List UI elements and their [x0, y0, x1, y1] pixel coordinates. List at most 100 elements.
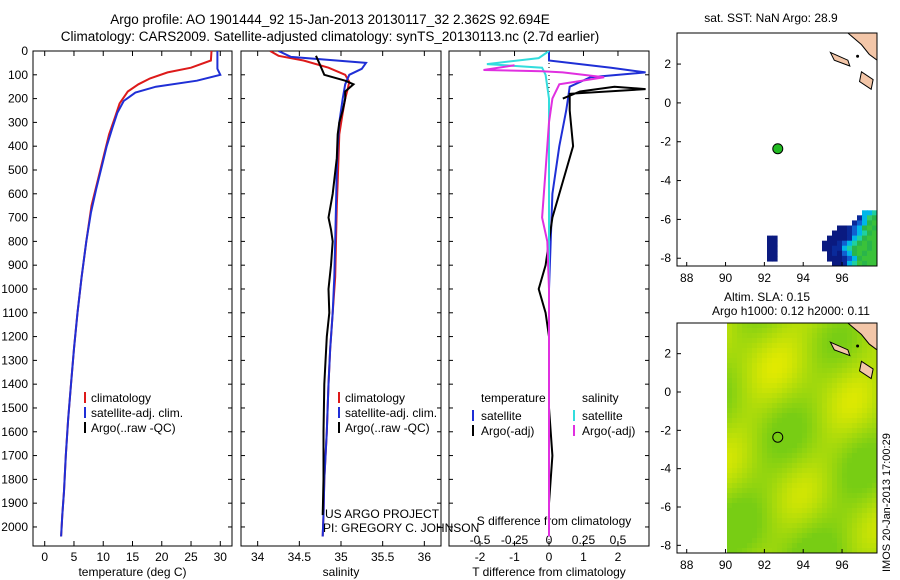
- sla-cell: [812, 443, 818, 449]
- sla-cell: [847, 368, 853, 374]
- sla-cell: [762, 398, 768, 404]
- sla-cell: [772, 548, 778, 553]
- sla-cell: [762, 328, 768, 334]
- sla-cell: [787, 363, 793, 369]
- sla-cell: [737, 503, 743, 509]
- sla-cell: [772, 333, 778, 339]
- legend-label: satellite-adj. clim.: [345, 406, 437, 420]
- sst-cell: [847, 230, 853, 237]
- sla-cell: [792, 333, 798, 339]
- sla-cell: [817, 383, 823, 389]
- sla-cell: [782, 488, 788, 494]
- sla-cell: [857, 448, 863, 454]
- sla-cell: [737, 413, 743, 419]
- sla-cell: [832, 488, 838, 494]
- sla-cell: [732, 393, 738, 399]
- sla-cell: [797, 343, 803, 349]
- sla-cell: [797, 548, 803, 553]
- sla-cell: [867, 428, 873, 434]
- sla-cell: [857, 393, 863, 399]
- sla-cell: [842, 358, 848, 364]
- sst-cell: [857, 225, 863, 232]
- sla-cell: [852, 428, 858, 434]
- sla-cell: [872, 388, 877, 394]
- sla-cell: [812, 333, 818, 339]
- sla-cell: [872, 533, 877, 539]
- sla-cell: [817, 408, 823, 414]
- sla-cell: [767, 323, 773, 329]
- sla-cell: [852, 413, 858, 419]
- sla-cell: [797, 533, 803, 539]
- sla-cell: [852, 363, 858, 369]
- y-tick-label: 900: [8, 258, 28, 272]
- sla-cell: [792, 398, 798, 404]
- sla-cell: [807, 433, 813, 439]
- sla-cell: [867, 403, 873, 409]
- sla-cell: [732, 458, 738, 464]
- sla-cell: [872, 403, 877, 409]
- sst-cell: [847, 225, 853, 232]
- sla-cell: [802, 343, 808, 349]
- sla-cell: [732, 403, 738, 409]
- sla-cell: [822, 413, 828, 419]
- sla-cell: [817, 493, 823, 499]
- sla-cell: [822, 518, 828, 524]
- float-marker: [772, 143, 784, 155]
- sla-cell: [787, 413, 793, 419]
- sla-cell: [727, 448, 733, 454]
- sla-cell: [727, 333, 733, 339]
- sla-cell: [782, 428, 788, 434]
- sla-cell: [857, 428, 863, 434]
- sla-cell: [782, 363, 788, 369]
- sla-cell: [812, 508, 818, 514]
- sla-cell: [802, 488, 808, 494]
- sla-cell: [787, 493, 793, 499]
- sla-cell: [817, 393, 823, 399]
- sla-cell: [742, 493, 748, 499]
- sla-cell: [727, 353, 733, 359]
- sla-cell: [732, 533, 738, 539]
- sla-cell: [867, 358, 873, 364]
- sla-cell: [797, 368, 803, 374]
- sla-cell: [747, 488, 753, 494]
- x-tick-label: 92: [758, 558, 772, 572]
- sla-cell: [777, 393, 783, 399]
- sla-cell: [782, 538, 788, 544]
- sla-cell: [772, 348, 778, 354]
- sla-cell: [807, 378, 813, 384]
- sla-cell: [732, 463, 738, 469]
- sla-cell: [792, 383, 798, 389]
- sla-cell: [862, 433, 868, 439]
- sla-cell: [797, 463, 803, 469]
- sla-cell: [737, 463, 743, 469]
- sla-cell: [762, 543, 768, 549]
- sla-cell: [762, 518, 768, 524]
- sla-cell: [767, 358, 773, 364]
- sla-cell: [797, 538, 803, 544]
- sla-cell: [812, 393, 818, 399]
- sst-cell: [852, 220, 858, 227]
- sla-cell: [847, 418, 853, 424]
- sla-cell: [837, 368, 843, 374]
- sla-cell: [852, 513, 858, 519]
- sla-cell: [757, 493, 763, 499]
- sla-cell: [832, 483, 838, 489]
- sla-cell: [812, 383, 818, 389]
- sla-cell: [872, 488, 877, 494]
- sla-cell: [812, 463, 818, 469]
- sst-cell: [867, 210, 873, 216]
- sla-cell: [822, 528, 828, 534]
- sla-cell: [732, 433, 738, 439]
- x-tick-label: 1: [580, 550, 587, 564]
- sla-cell: [757, 408, 763, 414]
- x-tick-label: -2: [475, 550, 486, 564]
- sst-cell: [832, 255, 838, 262]
- sla-cell: [807, 488, 813, 494]
- x2-tick-label: 0.5: [610, 533, 627, 547]
- sla-cell: [862, 413, 868, 419]
- sla-cell: [772, 433, 778, 439]
- sst-cell: [852, 250, 858, 257]
- sla-cell: [737, 473, 743, 479]
- sla-cell: [767, 513, 773, 519]
- credit-pi: PI: GREGORY C. JOHNSON: [323, 521, 479, 535]
